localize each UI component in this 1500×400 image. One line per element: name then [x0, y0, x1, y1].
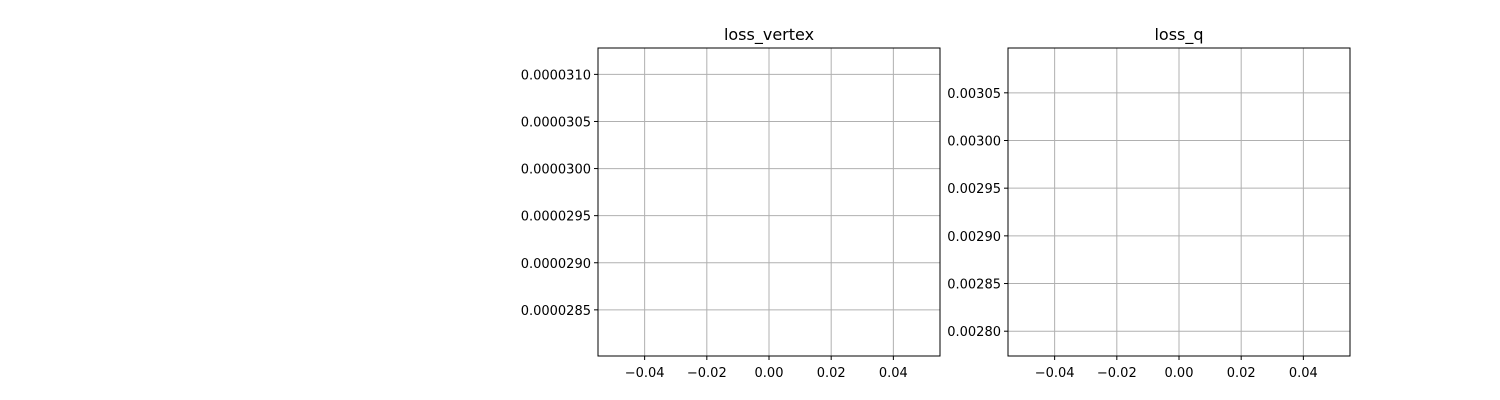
chart-title: loss_vertex	[724, 25, 814, 45]
y-tick-label: 0.0000295	[521, 210, 591, 225]
x-tick-label: 0.02	[817, 366, 846, 381]
y-tick-label: 0.00295	[947, 182, 1001, 197]
x-tick-label: −0.02	[1097, 366, 1137, 381]
chart-title: loss_q	[1154, 25, 1203, 45]
y-tick-label: 0.0000300	[521, 163, 591, 178]
x-tick-label: 0.00	[755, 366, 784, 381]
x-tick-label: 0.04	[879, 366, 908, 381]
x-tick-label: −0.02	[687, 366, 727, 381]
y-tick-label: 0.00280	[947, 325, 1001, 340]
x-tick-label: 0.00	[1165, 366, 1194, 381]
y-tick-label: 0.0000285	[521, 304, 591, 319]
x-tick-label: −0.04	[1035, 366, 1075, 381]
chart-panel-2: −0.04 −0.02 0.00 0.02 0.04 0.00280 0.00285 0.00…	[947, 25, 1351, 381]
y-tick-label: 0.0000290	[521, 257, 591, 272]
y-tick-label: 0.0000305	[521, 115, 591, 130]
x-tick-label: 0.04	[1289, 366, 1318, 381]
y-tick-label: 0.00300	[947, 134, 1001, 149]
y-tick-label: 0.00285	[947, 278, 1001, 293]
chart-panel-1: −0.04 −0.02 0.00 0.02 0.04 0.0000285 0.0000290…	[521, 25, 941, 381]
y-tick-label: 0.00290	[947, 230, 1001, 245]
y-tick-label: 0.00305	[947, 87, 1001, 102]
x-tick-label: 0.02	[1227, 366, 1256, 381]
y-tick-label: 0.0000310	[521, 68, 591, 83]
x-tick-label: −0.04	[625, 366, 665, 381]
